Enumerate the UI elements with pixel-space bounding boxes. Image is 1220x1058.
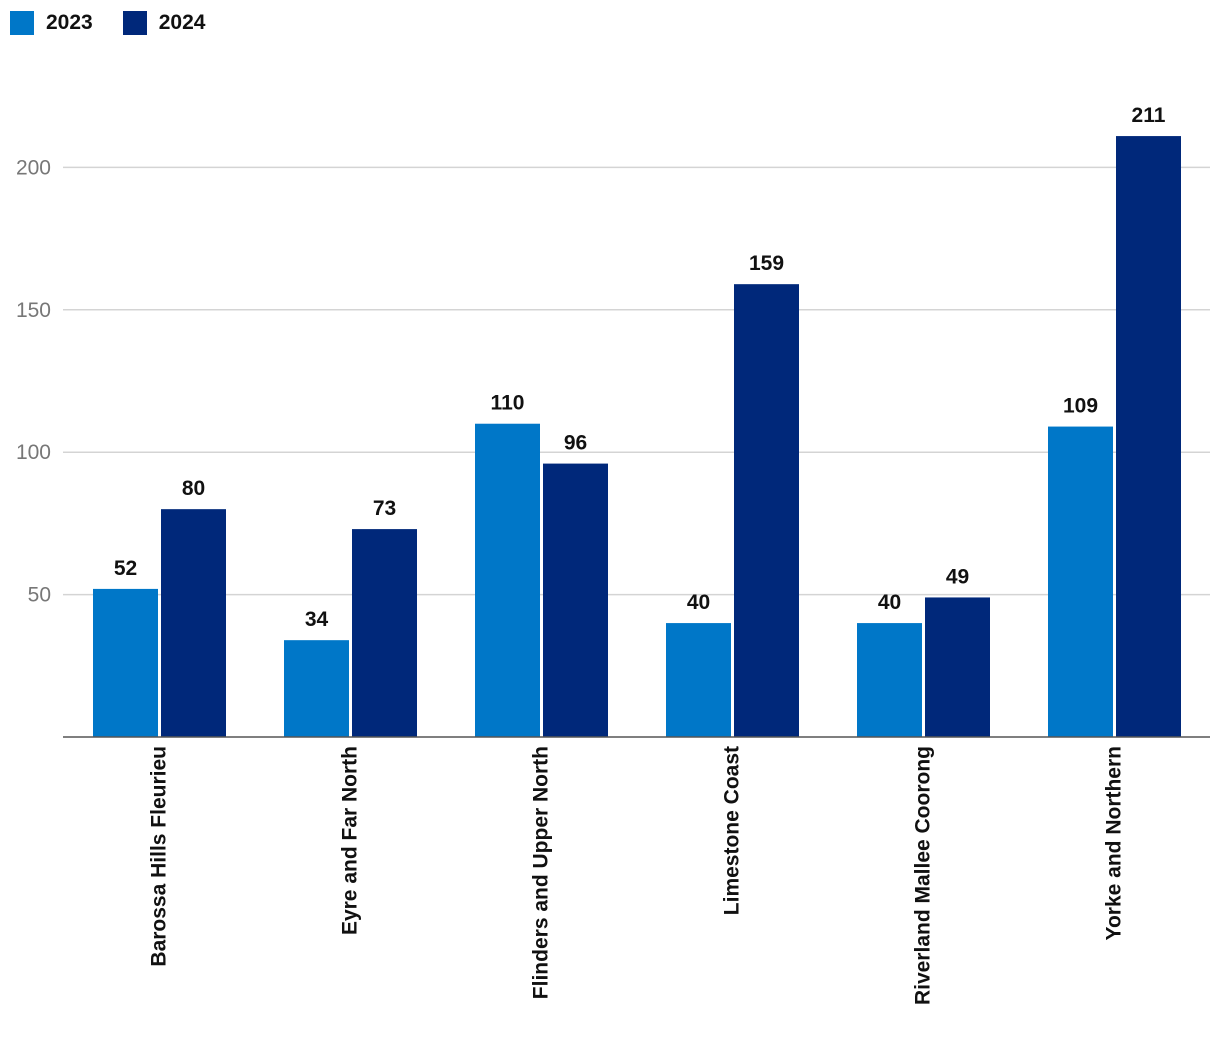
y-axis-ticks: 50 100 150 200 (16, 156, 51, 606)
bar-2023[interactable] (666, 623, 731, 737)
data-label-2023: 109 (1063, 395, 1098, 418)
legend-label-2024: 2024 (158, 11, 206, 34)
data-label-2023: 40 (687, 591, 710, 614)
data-label-2024: 211 (1132, 104, 1166, 127)
legend: 2023 2024 (10, 8, 205, 38)
y-tick-label: 50 (28, 584, 51, 607)
bar-2023[interactable] (93, 588, 158, 737)
bar-2023[interactable] (1048, 426, 1113, 737)
bar-2024[interactable] (543, 463, 608, 737)
legend-swatch-2023 (10, 11, 34, 35)
bar-2023[interactable] (475, 423, 540, 737)
data-label-2023: 110 (491, 392, 525, 415)
y-tick-label: 150 (16, 299, 51, 322)
bar-2023[interactable] (284, 640, 349, 737)
x-tick-label: Flinders and Upper North (530, 746, 553, 999)
bar-2024[interactable] (352, 529, 417, 737)
bar-2024[interactable] (734, 284, 799, 737)
data-label-2023: 52 (114, 557, 137, 580)
bar-2024[interactable] (1116, 136, 1181, 737)
data-label-2023: 34 (305, 608, 329, 631)
x-tick-label: Riverland Mallee Coorong (912, 746, 935, 1005)
legend-item-2024[interactable]: 2024 (122, 11, 206, 35)
data-label-2024: 159 (749, 252, 784, 275)
data-label-2024: 73 (373, 497, 396, 520)
bar-2024[interactable] (161, 509, 226, 737)
gridlines (63, 166, 1210, 596)
y-tick-label: 200 (16, 156, 51, 179)
data-label-2023: 40 (878, 591, 901, 614)
legend-label-2023: 2023 (46, 11, 93, 34)
data-label-2024: 49 (946, 565, 969, 588)
legend-swatch-2024 (122, 11, 147, 35)
x-tick-label: Eyre and Far North (339, 746, 362, 935)
y-tick-label: 100 (16, 441, 51, 464)
x-axis-labels: Barossa Hills Fleurieu Eyre and Far North… (148, 746, 1126, 1005)
bar-2024[interactable] (925, 597, 990, 737)
x-tick-label: Barossa Hills Fleurieu (148, 746, 171, 967)
x-tick-label: Yorke and Northern (1103, 746, 1126, 940)
legend-item-2023[interactable]: 2023 (10, 11, 93, 35)
bars (93, 136, 1181, 737)
x-tick-label: Limestone Coast (721, 746, 744, 915)
data-label-2024: 80 (182, 477, 205, 500)
bar-2023[interactable] (857, 623, 922, 737)
data-labels: 52 80 34 73 110 96 40 159 40 49 109 211 (114, 104, 1166, 631)
data-label-2024: 96 (564, 432, 587, 455)
